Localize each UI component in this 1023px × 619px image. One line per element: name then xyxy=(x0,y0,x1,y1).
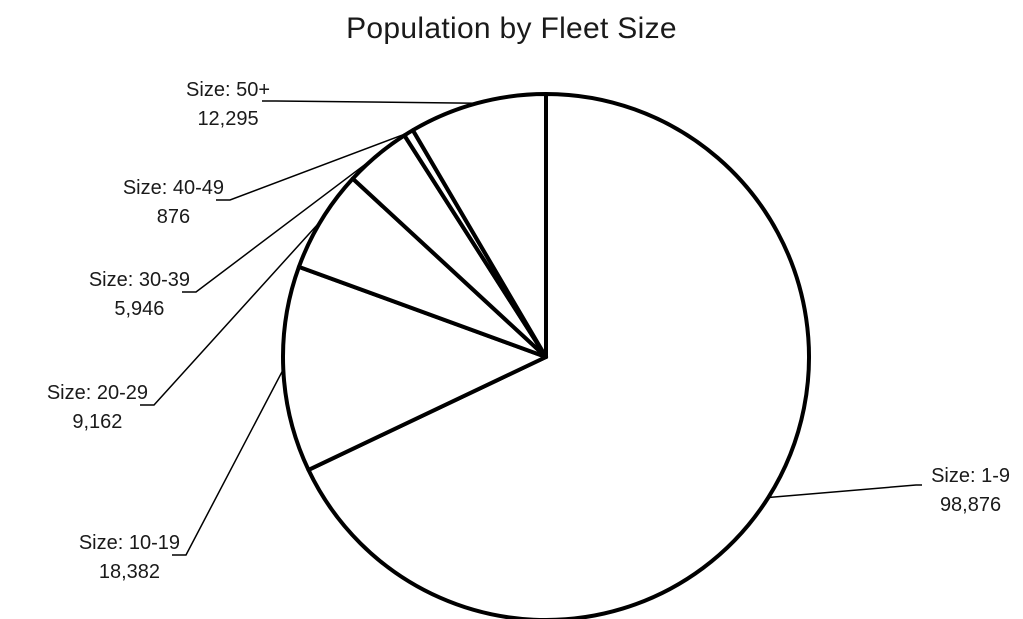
slice-value-label: 98,876 xyxy=(940,494,1001,516)
leader-lines xyxy=(140,100,922,556)
slice-category-label: Size: 20-29 xyxy=(47,382,148,404)
leader-line xyxy=(172,368,284,556)
slice-category-label: Size: 1-9 xyxy=(931,465,1010,487)
slice-value-label: 5,946 xyxy=(114,298,164,320)
slice-category-label: Size: 50+ xyxy=(186,79,270,101)
pie-slice xyxy=(410,92,548,359)
slice-category-label: Size: 10-19 xyxy=(79,532,180,554)
leader-line xyxy=(216,131,409,201)
slice-labels: Size: 1-9 98,876 Size: 10-19 18,382 Size: 20… xyxy=(47,79,1010,583)
pie-slices xyxy=(281,92,811,619)
slice-value-label: 9,162 xyxy=(72,411,122,433)
slice-value-label: 18,382 xyxy=(99,561,160,583)
leader-line xyxy=(182,154,378,293)
slice-value-label: 876 xyxy=(157,206,190,228)
chart-title: Population by Fleet Size xyxy=(346,12,677,45)
slice-value-label: 12,295 xyxy=(197,108,258,130)
leader-line xyxy=(140,219,323,406)
slice-category-label: Size: 30-39 xyxy=(89,269,190,291)
leader-line xyxy=(768,484,922,499)
slice-category-label: Size: 40-49 xyxy=(123,177,224,199)
leader-line xyxy=(262,100,478,104)
